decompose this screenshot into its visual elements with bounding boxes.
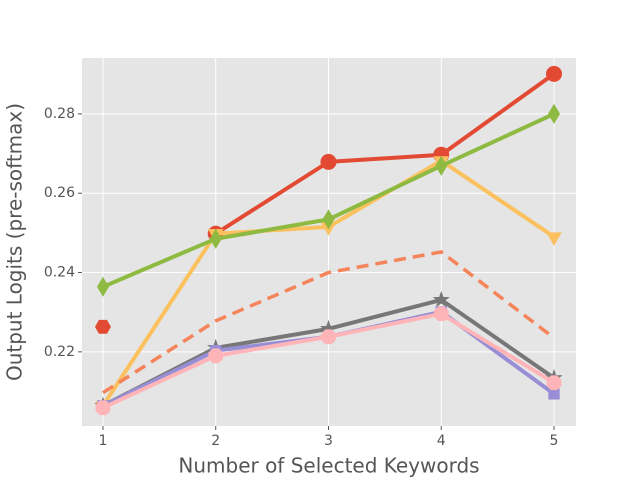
data-point <box>432 290 450 308</box>
y-tick-label: 0.24 <box>44 265 75 281</box>
data-point <box>96 276 109 297</box>
data-point <box>433 306 449 322</box>
series-line <box>214 72 556 236</box>
data-point <box>546 232 562 246</box>
data-point <box>320 153 337 170</box>
data-point <box>435 155 448 176</box>
data-point <box>546 65 563 82</box>
x-tick-label: 4 <box>437 433 446 449</box>
data-point <box>322 209 335 230</box>
y-axis-label: Output Logits (pre-softmax) <box>3 103 27 381</box>
x-axis-label: Number of Selected Keywords <box>178 454 479 478</box>
data-point <box>94 319 111 334</box>
data-point <box>95 400 111 416</box>
x-tick-label: 1 <box>99 433 108 449</box>
series-line <box>102 250 556 395</box>
data-point <box>546 375 562 391</box>
x-tick-label: 2 <box>211 433 220 449</box>
data-point <box>208 348 224 364</box>
data-point <box>319 319 338 337</box>
y-tick-label: 0.28 <box>44 106 75 122</box>
x-tick-label: 3 <box>324 433 333 449</box>
data-point <box>209 228 222 249</box>
data-point <box>548 103 561 124</box>
data-point <box>321 329 336 345</box>
x-tick-label: 5 <box>550 433 559 449</box>
data-point <box>548 388 560 400</box>
y-tick-label: 0.26 <box>44 185 75 201</box>
y-tick-label: 0.22 <box>44 344 75 360</box>
